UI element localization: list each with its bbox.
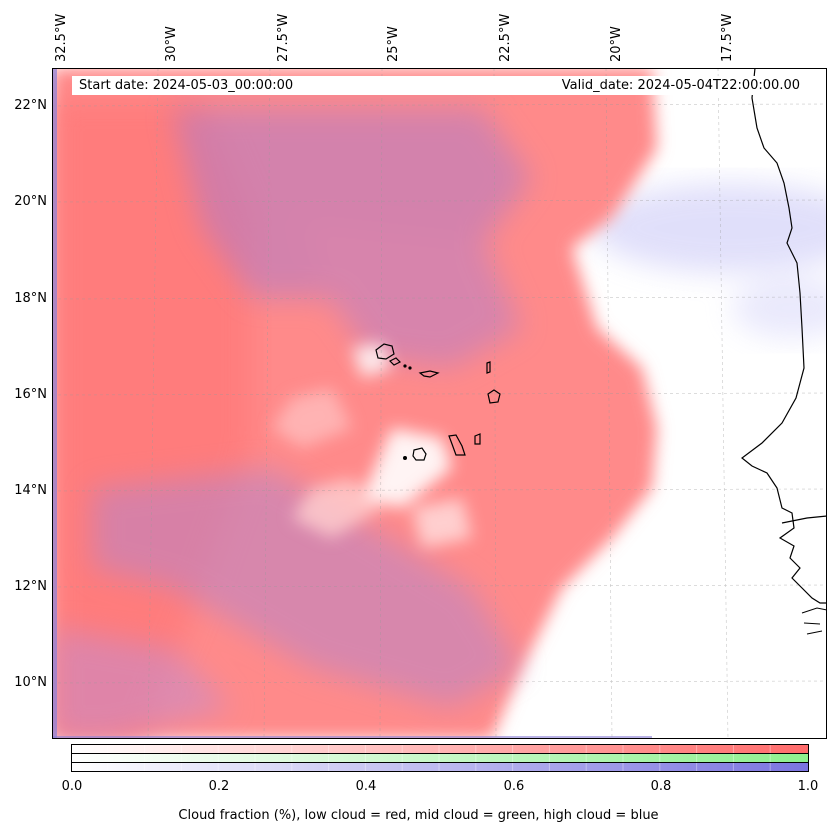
lat-label-22n: 22°N <box>14 98 47 113</box>
boa-vista <box>487 389 501 404</box>
date-header: Start date: 2024-05-03_00:00:00 Valid_da… <box>72 76 807 95</box>
cape-verde-islands <box>375 343 501 461</box>
lat-label-10n: 10°N <box>14 675 47 690</box>
lon-label-17-5w: 17.5°W <box>720 13 735 62</box>
lon-label-27-5w: 27.5°W <box>276 13 291 62</box>
cloud-fraction-map <box>52 68 827 739</box>
colorbar-tick-4: 0.8 <box>650 779 672 794</box>
colorbar-segment-lines <box>107 745 771 771</box>
sao-vicente <box>388 357 402 366</box>
bijagos-coast <box>801 607 827 635</box>
africa-coast-2 <box>781 515 827 524</box>
colorbar-tick-1: 0.2 <box>208 779 230 794</box>
lon-label-32-5w: 32.5°W <box>54 13 69 62</box>
sao-nicolau <box>418 370 440 378</box>
lat-label-16n: 16°N <box>14 387 47 402</box>
lon-label-30w: 30°W <box>164 26 179 62</box>
cloud-gaps <box>272 343 472 548</box>
colorbar <box>71 744 809 772</box>
colorbar-title: Cloud fraction (%), low cloud = red, mid… <box>178 808 659 823</box>
high-cloud-overlay <box>52 108 532 739</box>
maio <box>474 433 481 445</box>
map-frame <box>52 68 827 739</box>
africa-coastline <box>741 68 827 604</box>
sal <box>486 361 491 374</box>
gridlines <box>52 68 827 739</box>
lat-label-18n: 18°N <box>14 291 47 306</box>
left-edge-strip <box>52 68 57 739</box>
santo-antao <box>375 343 395 360</box>
colorbar-mid-cloud <box>72 754 808 762</box>
fogo <box>412 447 427 461</box>
colorbar-high-cloud <box>72 763 808 771</box>
lat-label-12n: 12°N <box>14 579 47 594</box>
lon-label-25w: 25°W <box>386 26 401 62</box>
lat-label-14n: 14°N <box>14 483 47 498</box>
valid-date-text: Valid_date: 2024-05-04T22:00:00.00 <box>561 78 800 93</box>
colorbar-tick-3: 0.6 <box>503 779 525 794</box>
colorbar-tick-2: 0.4 <box>355 779 377 794</box>
lat-label-20n: 20°N <box>14 194 47 209</box>
high-cloud-east <box>592 183 827 338</box>
start-date-text: Start date: 2024-05-03_00:00:00 <box>79 78 294 93</box>
colorbar-tick-5: 1.0 <box>797 779 819 794</box>
lon-label-20w: 20°W <box>609 26 624 62</box>
bottom-edge-strip <box>52 736 652 739</box>
colorbar-tick-0: 0.0 <box>61 779 83 794</box>
lon-label-22-5w: 22.5°W <box>498 13 513 62</box>
santiago <box>448 434 466 456</box>
colorbar-low-cloud <box>72 745 808 753</box>
